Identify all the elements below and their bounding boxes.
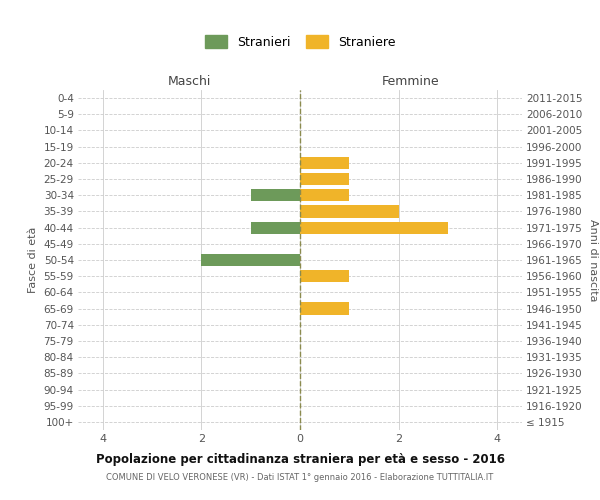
Bar [251, 222, 300, 234]
Bar [300, 173, 349, 185]
Bar [300, 302, 349, 314]
Bar [300, 157, 349, 169]
Bar [300, 270, 349, 282]
Y-axis label: Fasce di età: Fasce di età [28, 227, 38, 293]
Text: Femmine: Femmine [382, 76, 440, 88]
Legend: Stranieri, Straniere: Stranieri, Straniere [205, 35, 395, 48]
Bar [300, 222, 448, 234]
Bar [300, 189, 349, 202]
Text: COMUNE DI VELO VERONESE (VR) - Dati ISTAT 1° gennaio 2016 - Elaborazione TUTTITA: COMUNE DI VELO VERONESE (VR) - Dati ISTA… [106, 472, 494, 482]
Bar [251, 189, 300, 202]
Text: Popolazione per cittadinanza straniera per età e sesso - 2016: Popolazione per cittadinanza straniera p… [95, 452, 505, 466]
Text: Maschi: Maschi [167, 76, 211, 88]
Y-axis label: Anni di nascita: Anni di nascita [589, 219, 598, 301]
Bar [202, 254, 300, 266]
Bar [300, 206, 398, 218]
